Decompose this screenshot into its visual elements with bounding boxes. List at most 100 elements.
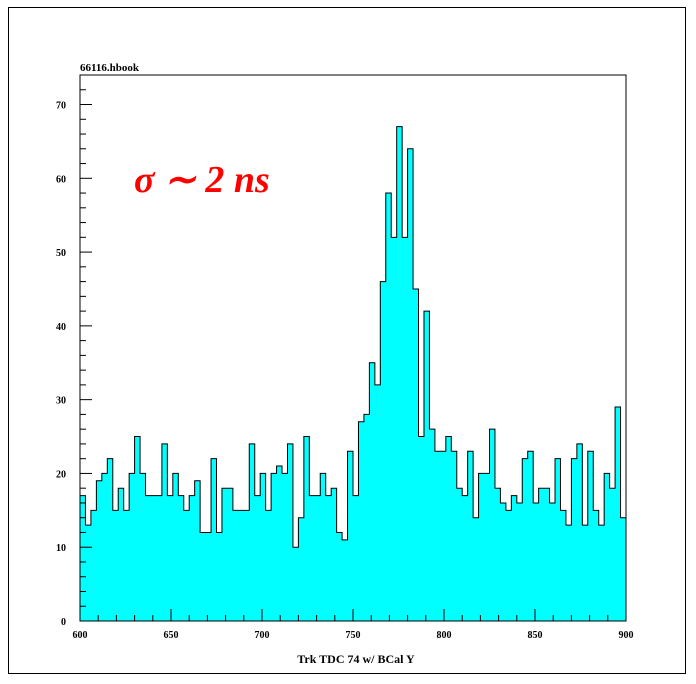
histogram-bar — [467, 451, 474, 621]
y-tick-label: 0 — [61, 617, 66, 628]
histogram-bar — [413, 288, 419, 621]
histogram-bar — [434, 451, 441, 621]
histogram-bar — [533, 502, 540, 621]
histogram-bar — [565, 525, 572, 621]
histogram-bar — [80, 495, 86, 621]
histogram-bar — [494, 488, 501, 621]
histogram-bar — [609, 488, 616, 621]
histogram-bar — [451, 451, 458, 621]
histogram-bar — [336, 532, 343, 621]
histogram-bar — [145, 495, 152, 621]
outer-frame — [8, 7, 686, 674]
histogram-bar — [331, 488, 338, 621]
histogram-bar — [167, 495, 174, 621]
histogram-bar — [598, 525, 605, 621]
histogram-bar — [309, 495, 316, 621]
histogram-bar — [140, 473, 146, 621]
histogram-bar — [129, 473, 135, 621]
histogram-bar — [571, 458, 578, 621]
histogram-bar — [620, 517, 627, 621]
histogram-bar — [205, 532, 212, 621]
histogram-bar — [500, 502, 507, 621]
histogram-bar — [353, 495, 359, 621]
histogram-bar — [249, 443, 256, 621]
histogram-bar — [489, 429, 496, 621]
histogram-bar — [123, 510, 130, 621]
histogram-bar — [303, 436, 310, 621]
histogram-bar — [456, 488, 463, 621]
y-tick-label: 70 — [56, 101, 66, 112]
x-axis-ticks: 600 650 700 750 800 850 900 — [73, 609, 634, 641]
histogram-bar — [276, 466, 283, 621]
histogram-bar — [221, 488, 228, 621]
y-tick-label: 30 — [56, 396, 66, 407]
histogram-bar — [200, 532, 206, 621]
y-tick-label: 40 — [56, 322, 66, 333]
histogram-bar — [183, 510, 190, 621]
histogram-bar — [544, 488, 550, 621]
x-tick-label: 850 — [528, 630, 543, 641]
histogram-bars — [79, 126, 627, 621]
histogram-bar — [402, 237, 408, 621]
histogram-bar — [374, 384, 381, 621]
histogram-bar — [418, 436, 425, 621]
histogram-bar — [85, 525, 92, 621]
histogram-bar — [298, 517, 305, 621]
x-tick-label: 650 — [164, 630, 179, 641]
histogram-bar — [516, 502, 523, 621]
histogram-bar — [112, 510, 119, 621]
y-tick-label: 60 — [56, 174, 66, 185]
histogram-bar — [178, 495, 185, 621]
y-tick-label: 20 — [56, 469, 66, 480]
histogram-bar — [227, 488, 234, 621]
x-tick-label: 800 — [437, 630, 452, 641]
histogram-bar — [243, 510, 250, 621]
y-tick-label: 50 — [56, 248, 66, 259]
y-tick-label: 10 — [56, 543, 66, 554]
histogram-bar — [429, 429, 436, 621]
histogram-bar — [216, 532, 223, 621]
histogram-bar — [320, 473, 327, 621]
histogram-bar — [314, 495, 321, 621]
histogram-bar — [407, 148, 414, 621]
chart-title: 66116.hbook — [80, 62, 140, 74]
histogram-bar — [380, 281, 387, 621]
histogram-bar — [462, 495, 469, 621]
histogram-bar — [385, 193, 392, 621]
histogram-bar — [505, 510, 512, 621]
histogram-bar — [134, 436, 141, 621]
histogram-bar — [292, 547, 299, 621]
histogram-bar — [445, 436, 452, 621]
histogram-bar — [282, 473, 288, 621]
histogram-bar — [582, 525, 589, 621]
histogram-bar — [342, 539, 348, 621]
x-tick-label: 750 — [346, 630, 361, 641]
histogram-bar — [522, 458, 529, 621]
histogram-bar — [156, 495, 163, 621]
histogram-bar — [484, 473, 490, 621]
histogram-bar — [161, 443, 168, 621]
x-tick-label: 700 — [255, 630, 270, 641]
histogram-bar — [527, 451, 534, 621]
histogram-bar — [560, 510, 567, 621]
histogram-bar — [511, 495, 518, 621]
histogram-bar — [391, 237, 398, 621]
histogram-bar — [576, 443, 583, 621]
histogram-bar — [118, 488, 125, 621]
histogram-bar — [254, 495, 261, 621]
histogram-bar — [473, 517, 479, 621]
histogram-bar — [587, 451, 594, 621]
y-axis-ticks: 0 10 20 30 40 50 60 70 — [56, 74, 92, 628]
histogram-bar — [101, 473, 108, 621]
histogram-bar — [440, 451, 447, 621]
histogram-bar — [358, 421, 365, 621]
histogram-bar — [260, 473, 267, 621]
x-tick-label: 900 — [619, 630, 634, 641]
x-tick-label: 600 — [73, 630, 88, 641]
histogram-bar — [347, 451, 354, 621]
histogram-bar — [232, 510, 239, 621]
histogram-bar — [194, 480, 201, 621]
histogram-bar — [150, 495, 157, 621]
